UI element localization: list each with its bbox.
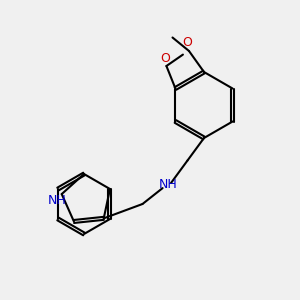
Text: O: O [183,37,192,50]
Text: O: O [160,52,170,64]
Text: NH: NH [48,194,67,207]
Text: NH: NH [159,178,177,191]
